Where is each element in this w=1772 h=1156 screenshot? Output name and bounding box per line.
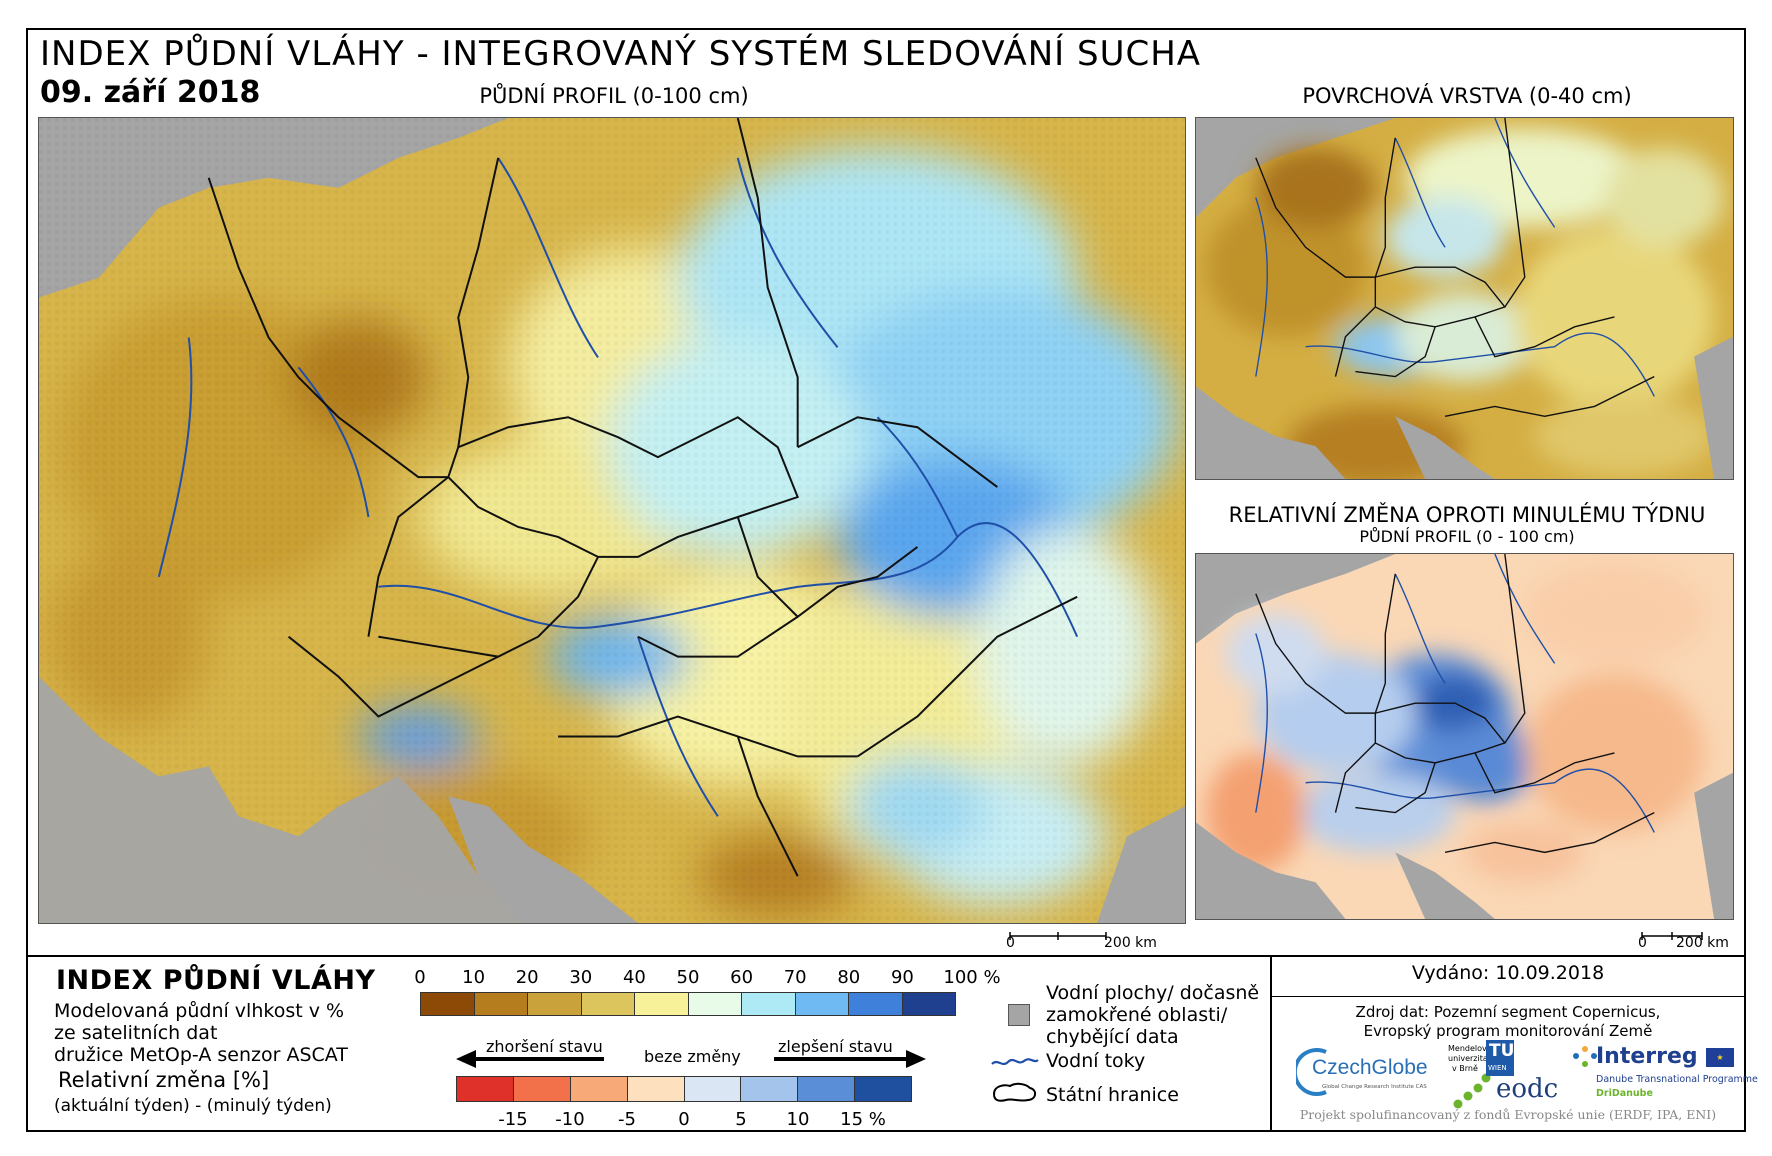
eodc-logo: eodc (1496, 1074, 1559, 1104)
index-swatch (688, 993, 742, 1015)
change-swatch (798, 1077, 856, 1101)
change-swatch (513, 1077, 571, 1101)
rivers-label: Vodní toky (1046, 1050, 1146, 1072)
change-swatch (627, 1077, 685, 1101)
index-tick-label: 10 (462, 967, 486, 988)
water-bodies-label-2: zamokřené oblasti/ (1046, 1004, 1228, 1026)
issued-date: Vydáno: 10.09.2018 (1411, 962, 1605, 984)
index-tick-label: 20 (515, 967, 539, 988)
index-tick-label: 80 (837, 967, 861, 988)
change-swatch (684, 1077, 742, 1101)
change-map-scalebar (1640, 930, 1720, 944)
interreg-logo: Interreg ★ Danube Transnational Programm… (1570, 1044, 1758, 1106)
legend-separator (26, 955, 1746, 957)
improvement-arrow (770, 1048, 930, 1070)
danube-programme-text: Danube Transnational Programme (1596, 1074, 1758, 1085)
main-scale-zero: 0 (1006, 935, 1015, 951)
change-scale-zero: 0 (1638, 935, 1647, 951)
mendel-text-2: univerzita (1448, 1054, 1488, 1063)
change-scale-end: 200 km (1676, 935, 1729, 951)
index-tick-label: 90 (890, 967, 914, 988)
info-separator (1270, 955, 1272, 1132)
relative-change-map (1195, 553, 1734, 920)
page-title: INDEX PŮDNÍ VLÁHY - INTEGROVANÝ SYSTÉM S… (40, 34, 1202, 74)
index-tick-label: 40 (622, 967, 646, 988)
index-swatch (742, 993, 796, 1015)
index-tick-label: 0 (414, 967, 426, 988)
eu-flag-icon: ★ (1706, 1048, 1734, 1067)
legend-title: INDEX PŮDNÍ VLÁHY (56, 965, 376, 996)
mendel-text-3: v Brně (1452, 1064, 1478, 1073)
dridanube-text: DriDanube (1596, 1088, 1653, 1099)
legend-desc-3: družice MetOp-A senzor ASCAT (54, 1044, 348, 1066)
czechglobe-logo: CzechGlobe Global Change Research Instit… (1296, 1046, 1446, 1098)
index-swatch (902, 993, 955, 1015)
main-map-scalebar (1008, 930, 1128, 944)
data-source-2: Evropský program monitorování Země (1363, 1022, 1653, 1040)
wien-text: WIEN (1488, 1064, 1507, 1072)
main-map-label: PŮDNÍ PROFIL (0-100 cm) (479, 84, 749, 108)
eu-funding-note: Projekt spolufinancovaný z fondů Evropsk… (1299, 1107, 1717, 1122)
change-swatch (741, 1077, 799, 1101)
tu-text: TU (1489, 1041, 1515, 1061)
worsening-label: zhoršení stavu (486, 1037, 603, 1056)
change-tick-label: 0 (678, 1109, 690, 1130)
mendel-logo: Mendelova univerzita v Brně (1448, 1040, 1510, 1110)
map-date: 09. září 2018 (40, 75, 261, 110)
index-swatch (795, 993, 849, 1015)
change-legend-sub: (aktuální týden) - (minulý týden) (54, 1096, 332, 1116)
main-scale-end: 200 km (1104, 935, 1157, 951)
issued-separator (1270, 996, 1746, 997)
index-color-ramp (420, 992, 956, 1016)
change-map-label: RELATIVNÍ ZMĚNA OPROTI MINULÉMU TÝDNU (1228, 503, 1706, 527)
czechglobe-sub: Global Change Research Institute CAS (1322, 1084, 1427, 1090)
index-tick-label: 30 (569, 967, 593, 988)
change-map-sublabel: PŮDNÍ PROFIL (0 - 100 cm) (1359, 527, 1575, 546)
data-source-1: Zdroj dat: Pozemní segment Copernicus, (1355, 1003, 1661, 1021)
change-tick-label: -5 (618, 1109, 636, 1130)
worsening-arrow (454, 1048, 610, 1070)
mendel-text-1: Mendelova (1448, 1044, 1492, 1053)
change-swatch (457, 1077, 514, 1101)
index-swatch (528, 993, 582, 1015)
index-tick-label: 100 % (943, 967, 1001, 988)
interreg-text: Interreg (1596, 1044, 1698, 1069)
index-swatch (635, 993, 689, 1015)
surface-layer-map (1195, 117, 1734, 480)
legend-desc-2: ze satelitních dat (54, 1022, 218, 1044)
change-swatch (855, 1077, 911, 1101)
change-legend-title: Relativní změna [%] (58, 1068, 270, 1092)
surface-map-label: POVRCHOVÁ VRSTVA (0-40 cm) (1302, 84, 1632, 108)
index-swatch (474, 993, 528, 1015)
change-tick-label: 10 (786, 1109, 810, 1130)
river-symbol (990, 1054, 1040, 1070)
change-tick-label: -15 (498, 1109, 528, 1130)
water-bodies-label-3: chybějící data (1046, 1026, 1179, 1048)
change-color-ramp (456, 1076, 912, 1102)
borders-label: Státní hranice (1046, 1084, 1179, 1106)
change-tick-label: 15 % (840, 1109, 886, 1130)
index-swatch (421, 993, 475, 1015)
water-bodies-label-1: Vodní plochy/ dočasně (1046, 982, 1260, 1004)
czechglobe-name: CzechGlobe (1312, 1056, 1428, 1079)
nochange-label: beze změny (644, 1047, 741, 1066)
index-tick-label: 70 (783, 967, 807, 988)
main-soil-moisture-map (38, 117, 1186, 924)
water-bodies-swatch (1008, 1004, 1030, 1026)
tu-wien-logo: TU WIEN (1486, 1040, 1514, 1076)
border-symbol (990, 1080, 1040, 1104)
legend-desc-1: Modelovaná půdní vlhkost v % (54, 1000, 345, 1022)
index-swatch (581, 993, 635, 1015)
change-swatch (570, 1077, 628, 1101)
change-tick-label: 5 (735, 1109, 747, 1130)
index-tick-label: 50 (676, 967, 700, 988)
change-tick-label: -10 (555, 1109, 585, 1130)
index-swatch (849, 993, 903, 1015)
index-tick-label: 60 (730, 967, 754, 988)
improvement-label: zlepšení stavu (778, 1037, 893, 1056)
